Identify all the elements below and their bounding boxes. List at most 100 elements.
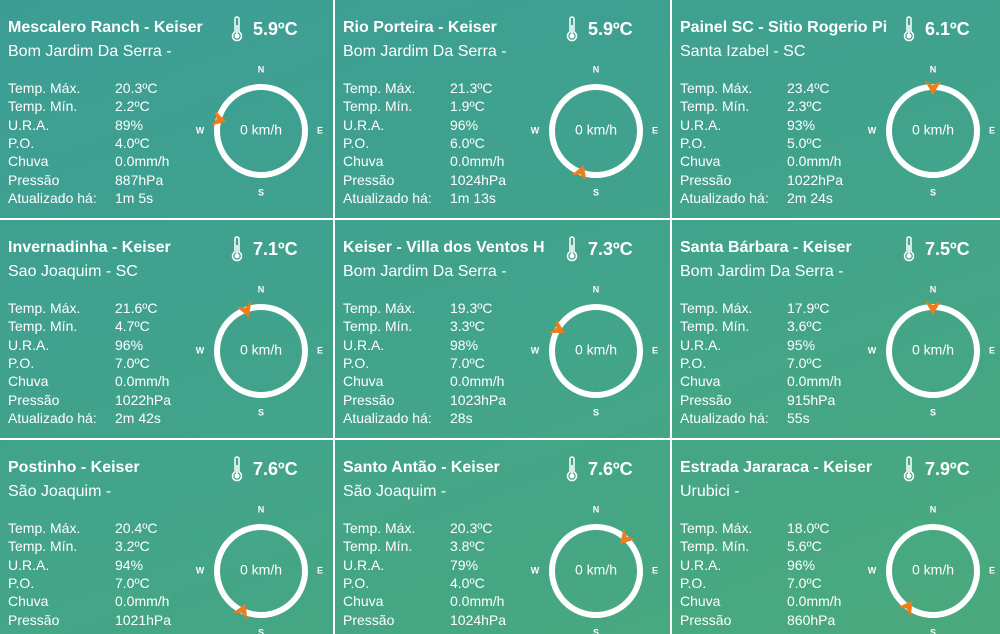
reading-value: 0.0mm/h (450, 153, 505, 170)
reading-value: 95% (787, 336, 816, 353)
reading-value: 6.0ºC (450, 134, 485, 151)
reading-row: U.R.A. 89% (8, 117, 143, 133)
thermometer-outline (566, 16, 578, 42)
compass-letter: S (930, 627, 936, 634)
compass-letter: N (593, 64, 600, 74)
reading-value: 55s (787, 409, 810, 426)
wind-speed: 0 km/h (240, 562, 282, 578)
reading-row: Pressão 1022hPa (680, 172, 843, 188)
reading-label: P.O. (343, 134, 370, 151)
thermometer-level (236, 245, 238, 255)
compass-letter: E (317, 345, 323, 355)
reading-row: Atualizado há: 28s (343, 409, 473, 426)
compass: N E S W 0 km/h (196, 284, 323, 417)
reading-value: 3.8ºC (450, 538, 485, 555)
reading-value: 4.0ºC (450, 574, 485, 591)
reading-row: P.O. 7.0ºC (680, 575, 822, 591)
wind-arrow (236, 301, 252, 318)
station-card: Estrada Jararaca - Keiser 7.9ºC Urubici - T… (672, 440, 1000, 634)
temperature: 7.6ºC (253, 459, 298, 479)
reading-label: Temp. Mín. (8, 538, 78, 555)
station-title: Santa Bárbara - Keiser (680, 239, 852, 256)
reading-value: 1m 13s (450, 189, 496, 206)
reading-label: Pressão (343, 391, 395, 408)
reading-label: P.O. (680, 354, 707, 371)
reading-value: 89% (115, 116, 144, 133)
reading-row: U.R.A. 93% (680, 117, 815, 133)
reading-label: Atualizado há: (343, 189, 432, 206)
reading-value: 20.3ºC (450, 520, 493, 536)
wind-arrow-group (925, 301, 941, 315)
reading-value: 23.4ºC (787, 80, 830, 96)
reading-label: Atualizado há: (343, 409, 432, 426)
compass: N E S W 0 km/h (531, 284, 658, 417)
compass-letter: N (930, 504, 937, 514)
compass-letter: N (258, 504, 265, 514)
compass: N E S W 0 km/h (868, 284, 995, 417)
compass-letter: W (196, 125, 205, 135)
reading-label: Pressão (8, 611, 60, 628)
wind-speed: 0 km/h (912, 342, 954, 358)
location: Bom Jardim Da Serra - (343, 263, 507, 280)
reading-row: Chuva 0.0mm/h (343, 373, 504, 389)
reading-row: Chuva 0.0mm/h (680, 593, 841, 610)
compass-letter: E (652, 125, 658, 135)
reading-label: P.O. (8, 134, 35, 151)
reading-value: 17.9ºC (787, 300, 830, 316)
reading-value: 2m 42s (115, 409, 161, 426)
temperature: 7.9ºC (925, 459, 970, 479)
reading-value: 4.7ºC (115, 318, 150, 335)
reading-value: 96% (115, 336, 144, 353)
location: Bom Jardim Da Serra - (343, 43, 507, 60)
reading-row: Pressão 1021hPa (8, 611, 171, 628)
reading-label: Chuva (680, 593, 721, 610)
compass: N E S W 0 km/h (868, 504, 995, 634)
reading-row: Temp. Mín. 2.2ºC (8, 98, 150, 114)
wind-arrow (232, 603, 248, 620)
thermometer-bulb (569, 473, 575, 479)
reading-value: 7.0ºC (787, 354, 822, 371)
compass-ring (549, 524, 643, 618)
compass-letter: E (989, 345, 995, 355)
thermometer-bulb (234, 253, 240, 259)
thermometer-icon (566, 16, 578, 42)
reading-row: U.R.A. 96% (343, 117, 478, 133)
location: Bom Jardim Da Serra - (680, 263, 844, 280)
reading-value: 7.0ºC (450, 354, 485, 371)
wind-arrow-group (571, 164, 587, 181)
reading-value: 1021hPa (115, 611, 172, 628)
compass-letter: W (531, 125, 540, 135)
reading-label: Temp. Máx. (8, 520, 81, 536)
compass-letter: N (593, 504, 600, 514)
thermometer-level (571, 245, 573, 255)
reading-label: Chuva (8, 593, 49, 610)
reading-row: Chuva 0.0mm/h (8, 373, 169, 389)
reading-label: P.O. (8, 574, 35, 591)
reading-row: Pressão 1024hPa (343, 172, 506, 188)
reading-row: Temp. Máx. 20.3ºC (343, 520, 492, 536)
reading-label: Temp. Mín. (343, 538, 413, 555)
thermometer-outline (903, 236, 915, 262)
reading-label: Pressão (8, 171, 60, 188)
compass-ring (214, 524, 308, 618)
thermometer-outline (231, 456, 243, 482)
reading-row: Atualizado há: 1m 5s (8, 190, 153, 206)
reading-value: 1024hPa (450, 171, 507, 188)
location: São Joaquim - (343, 483, 447, 500)
reading-row: U.R.A. 96% (680, 557, 815, 573)
compass-letter: N (258, 64, 265, 74)
reading-row: Temp. Máx. 19.3ºC (343, 300, 492, 316)
temperature: 7.1ºC (253, 239, 298, 259)
wind-arrow-group (548, 319, 565, 333)
reading-row: Pressão 887hPa (8, 171, 163, 188)
compass: N E S W 0 km/h (868, 64, 995, 197)
reading-value: 94% (115, 556, 144, 573)
location: Sao Joaquim - SC (8, 263, 138, 280)
reading-row: P.O. 5.0ºC (680, 135, 822, 151)
wind-arrow (210, 110, 227, 126)
reading-row: Temp. Mín. 2.3ºC (680, 98, 822, 114)
reading-label: Chuva (680, 373, 721, 390)
compass: N E S W 0 km/h (196, 64, 323, 197)
reading-label: U.R.A. (8, 336, 50, 353)
